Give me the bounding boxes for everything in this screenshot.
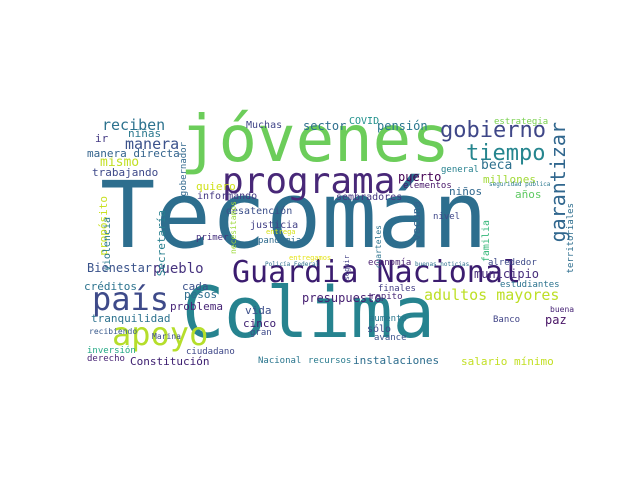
word-desatencion: desatención [226, 206, 293, 217]
word-sector: sector [303, 119, 347, 133]
word-manera: manera [125, 135, 180, 153]
word-ninas: niñas [128, 127, 162, 140]
word-programa: programa [222, 161, 396, 202]
word-buena: buena [550, 305, 575, 314]
word-adultos-mayores: adultos mayores [424, 286, 560, 304]
word-avance: avance [374, 333, 407, 343]
word-anos: años [515, 188, 542, 201]
word-elementos: elementos [403, 181, 452, 191]
word-pension: pensión [377, 119, 428, 133]
word-repito: repito [370, 292, 403, 302]
word-secretaria: Secretaría [155, 210, 168, 277]
word-millones: millones [483, 173, 536, 186]
word-trabajando: trabajando [92, 166, 159, 179]
word-banco: Banco [493, 315, 521, 325]
word-economia: economía [368, 258, 412, 268]
word-gobernador: gobernador [179, 142, 189, 197]
word-mismo: mismo [100, 155, 140, 170]
word-garantizar: garantizar [546, 122, 570, 243]
word-paz: paz [545, 313, 567, 327]
word-covid: COVID [349, 116, 380, 127]
word-jovenes: jóvenes [180, 103, 450, 177]
word-seguridad-publica: seguridad pública [489, 181, 551, 188]
word-constitucion: Constitución [130, 355, 210, 368]
word-beca: beca [481, 158, 513, 173]
word-tranquilidad: tranquilidad [91, 312, 171, 325]
word-buenas-noticias: buenas noticias [415, 261, 470, 268]
word-municipio: municipio [474, 267, 540, 281]
word-justicia: justicia [250, 220, 299, 231]
word-entregamos: entregamos [289, 254, 332, 262]
word-gobierno: gobierno [440, 118, 546, 143]
word-ir: ir [95, 132, 109, 145]
word-tecoman: Tecomán [100, 162, 488, 269]
word-reciben: reciben [102, 116, 166, 134]
word-muchas: Muchas [246, 120, 283, 131]
word-recibiendo: recibiendo [89, 327, 138, 336]
word-puerto: puerto [398, 170, 442, 184]
word-estudiantes: estudiantes [500, 280, 560, 290]
word-estrategia: estrategia [494, 117, 549, 127]
word-cada: cada [182, 280, 209, 293]
word-instalaciones: instalaciones [353, 354, 440, 367]
word-vida: vida [245, 304, 272, 317]
word-informando: informando [197, 191, 258, 202]
word-tiempo: tiempo [466, 141, 546, 166]
word-familia: familia [481, 220, 492, 263]
word-pesos: pesos [184, 288, 218, 301]
word-general: general [441, 165, 479, 175]
word-marina: Marina [152, 332, 181, 341]
word-salario-minimo: salario mínimo [461, 355, 554, 368]
word-manera-directa: manera directa [87, 147, 180, 160]
word-pandemia: pandemia [258, 236, 302, 246]
word-ninos: niños [449, 185, 483, 198]
word-alrededor: alrededor [488, 258, 537, 268]
word-vacuna: vacuna [410, 201, 423, 241]
word-finales: finales [378, 284, 416, 294]
word-guardia-nacional: Guardia Nacional [232, 255, 521, 290]
word-necesitamos: necesitamos [229, 201, 238, 254]
word-cinco: cinco [243, 317, 277, 330]
word-sembradores: sembradores [336, 192, 403, 203]
word-gran: gran [250, 328, 272, 338]
word-entrega: entrega [266, 228, 296, 236]
word-derecho: derecho [87, 354, 125, 364]
word-violencia: violencia [102, 217, 113, 272]
word-policia-federal: Policía Federal [265, 261, 320, 268]
word-inversion: inversión [87, 346, 136, 356]
word-creditos: créditos [84, 280, 137, 293]
word-recursos: recursos [308, 356, 352, 366]
word-nacional: Nacional [258, 356, 302, 366]
word-bienestar: Bienestar [87, 261, 153, 275]
word-apoyo: apoyo [112, 315, 209, 353]
word-territoriales: territoriales [566, 203, 576, 274]
word-solo: sólo [367, 324, 392, 335]
word-pais: país [92, 280, 170, 318]
word-quiero: quiero [196, 180, 236, 193]
word-problema: problema [170, 300, 223, 313]
word-primer: primer [196, 233, 229, 243]
word-aumento: aumento [369, 314, 407, 324]
word-pueblo: pueblo [153, 261, 204, 277]
word-presupuesto: presupuesto [302, 291, 382, 305]
word-nivel: nivel [433, 212, 461, 222]
word-seguir: seguir [343, 255, 351, 281]
word-ciudadano: ciudadano [186, 347, 235, 357]
word-colima: Colima [182, 272, 435, 354]
